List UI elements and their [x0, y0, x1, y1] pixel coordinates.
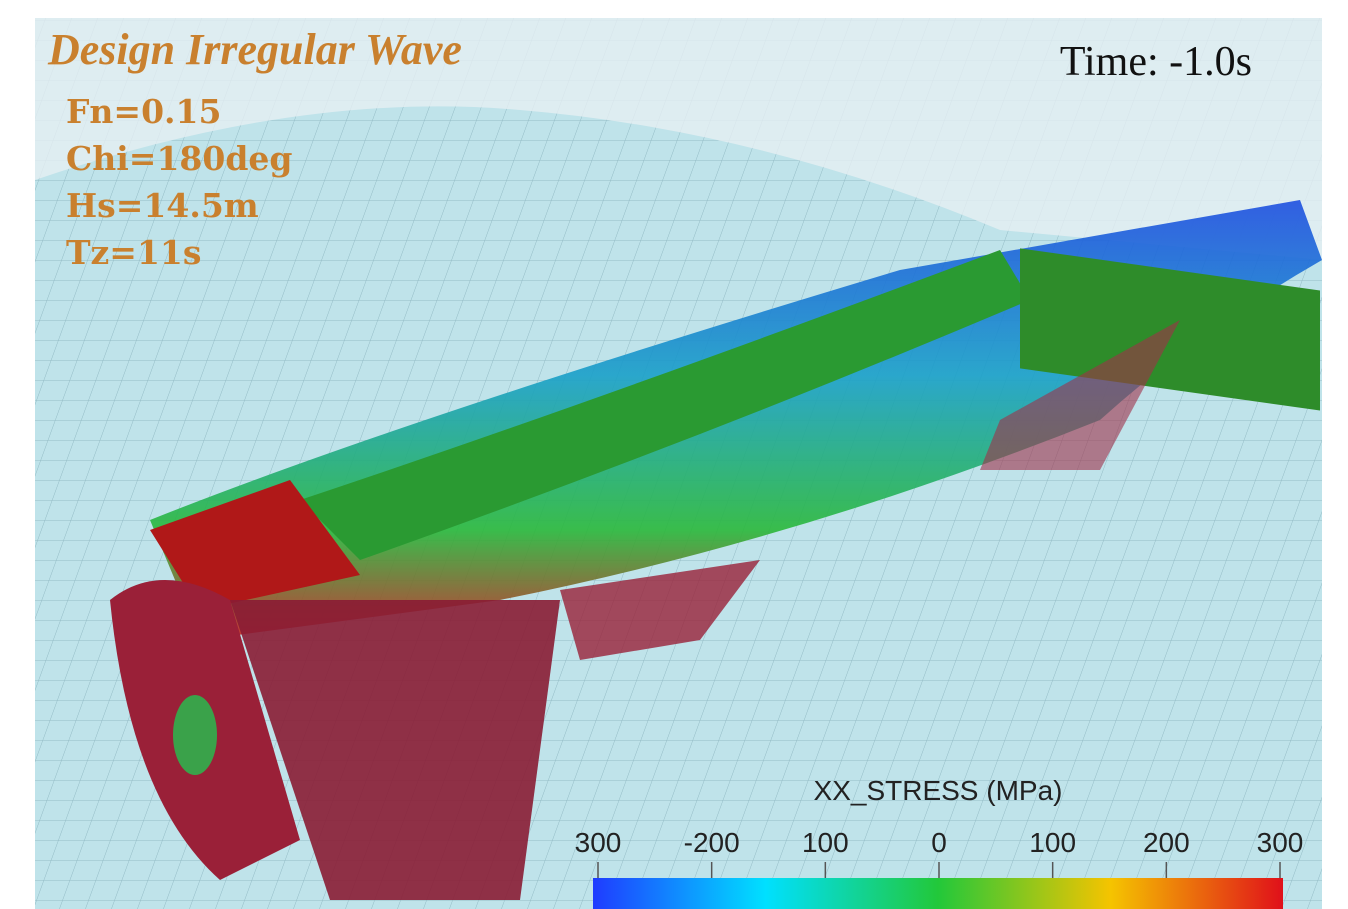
- colorbar-tick-label: 0: [931, 827, 947, 858]
- parameter: Fn=0.15: [66, 92, 221, 131]
- time-label: Time: -1.0s: [1060, 39, 1252, 85]
- title: Design Irregular Wave: [47, 25, 462, 74]
- page: Design Irregular Wave Time: -1.0s XX_STR…: [0, 0, 1348, 909]
- colorbar-tick-label: -200: [684, 827, 740, 858]
- colorbar-tick-label: 100: [1029, 827, 1076, 858]
- colorbar-title: XX_STRESS (MPa): [814, 775, 1063, 806]
- parameter: Tz=11s: [66, 233, 201, 272]
- colorbar-tick-label: 300: [575, 827, 622, 858]
- parameter: Chi=180deg: [66, 139, 292, 178]
- colorbar-tick-label: 300: [1257, 827, 1304, 858]
- scene: Design Irregular Wave Time: -1.0s XX_STR…: [0, 0, 1348, 909]
- colorbar-tick-label: 100: [802, 827, 849, 858]
- parameter: Hs=14.5m: [66, 186, 259, 225]
- colorbar-tick-label: 200: [1143, 827, 1190, 858]
- colorbar: [593, 878, 1283, 909]
